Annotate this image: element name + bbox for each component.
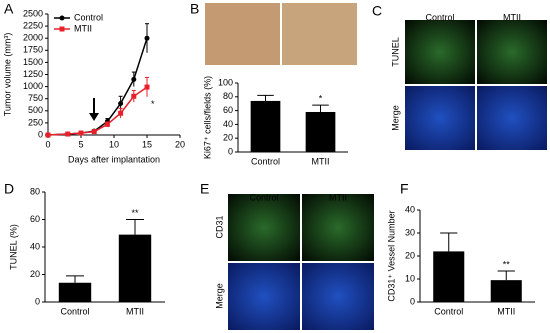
series-line <box>47 37 148 136</box>
row-label: Merge <box>390 105 400 131</box>
y-tick-label: 10 <box>405 273 415 283</box>
row-label: TUNEL <box>390 37 400 67</box>
annotation: * <box>151 99 155 109</box>
marker <box>118 101 124 107</box>
x-tick-label: Control <box>60 306 89 316</box>
y-tick-label: 40 <box>223 119 233 129</box>
annotation: * <box>319 93 323 103</box>
y-tick-label: 80 <box>223 91 233 101</box>
panel-letter: C <box>372 3 382 19</box>
panel-letter: F <box>400 181 409 197</box>
legend-marker <box>59 26 65 32</box>
y-tick-label: 0 <box>38 129 43 139</box>
x-tick-label: 5 <box>78 139 83 149</box>
x-tick-label: MTII <box>126 306 144 316</box>
y-tick-label: 60 <box>30 214 40 224</box>
legend-marker <box>59 15 65 21</box>
marker <box>131 93 137 99</box>
y-tick-label: 60 <box>223 105 233 115</box>
bar <box>433 251 465 302</box>
bar <box>250 100 281 152</box>
marker <box>144 84 150 90</box>
y-tick-label: 750 <box>28 93 43 103</box>
y-tick-label: 0 <box>35 296 40 306</box>
legend-label: Control <box>74 12 103 22</box>
merge-image <box>302 263 374 330</box>
y-axis-label: Tumor volume (mm³) <box>2 33 12 117</box>
merge-image <box>405 86 475 150</box>
tunel-image <box>477 20 547 84</box>
marker <box>91 129 97 135</box>
cd31-image <box>228 194 300 261</box>
x-tick-label: Control <box>251 156 280 166</box>
panel-letter: B <box>190 1 199 17</box>
y-axis-label: Ki67⁺ cells/fields (%) <box>202 76 212 159</box>
y-tick-label: 2500 <box>23 8 43 18</box>
ihc-image <box>205 3 280 65</box>
panel-letter: E <box>200 181 209 197</box>
panel-letter: D <box>4 181 14 197</box>
bar <box>118 234 152 302</box>
column-label: Control <box>249 192 278 202</box>
merge-image <box>477 86 547 150</box>
merge-image <box>228 263 300 330</box>
y-tick-label: 20 <box>405 250 415 260</box>
legend-label: MTII <box>74 23 92 33</box>
marker <box>45 132 51 138</box>
row-label: Merge <box>214 283 224 309</box>
treatment-arrow-head <box>89 113 99 121</box>
y-tick-label: 30 <box>405 227 415 237</box>
column-label: MTII <box>329 192 347 202</box>
y-tick-label: 2250 <box>23 20 43 30</box>
marker <box>65 131 71 137</box>
bar <box>58 282 92 302</box>
y-tick-label: 0 <box>228 146 233 156</box>
ihc-image <box>282 3 357 65</box>
marker <box>78 130 84 136</box>
y-tick-label: 80 <box>30 186 40 196</box>
y-tick-label: 0 <box>410 296 415 306</box>
y-tick-label: 500 <box>28 105 43 115</box>
y-tick-label: 2000 <box>23 33 43 43</box>
y-tick-label: 1750 <box>23 45 43 55</box>
column-label: MTII <box>503 12 521 22</box>
x-tick-label: Control <box>434 306 463 316</box>
marker <box>104 121 110 127</box>
bar <box>305 111 336 152</box>
marker <box>144 35 150 41</box>
y-tick-label: 20 <box>30 269 40 279</box>
annotation: ** <box>503 259 511 269</box>
y-tick-label: 40 <box>30 241 40 251</box>
y-tick-label: 40 <box>405 204 415 214</box>
y-tick-label: 20 <box>223 133 233 143</box>
x-tick-label: 10 <box>109 139 119 149</box>
marker <box>118 110 124 116</box>
x-tick-label: MTII <box>312 156 330 166</box>
y-tick-label: 100 <box>218 77 233 87</box>
tunel-image <box>405 20 475 84</box>
x-tick-label: 20 <box>175 139 185 149</box>
y-axis-label: CD31⁺ Vessel Number <box>386 210 396 301</box>
annotation: ** <box>131 208 139 218</box>
panel-letter: A <box>4 1 14 17</box>
y-tick-label: 250 <box>28 117 43 127</box>
y-tick-label: 1250 <box>23 69 43 79</box>
x-tick-label: 15 <box>142 139 152 149</box>
x-axis-label: Days after implantation <box>68 154 160 164</box>
y-tick-label: 1500 <box>23 57 43 67</box>
marker <box>131 76 137 82</box>
x-tick-label: MTII <box>497 306 515 316</box>
row-label: CD31 <box>214 215 224 238</box>
bar <box>490 280 522 302</box>
column-label: Control <box>425 12 454 22</box>
y-tick-label: 1000 <box>23 81 43 91</box>
cd31-image <box>302 194 374 261</box>
x-tick-label: 0 <box>45 139 50 149</box>
y-axis-label: TUNEL (%) <box>8 224 18 270</box>
